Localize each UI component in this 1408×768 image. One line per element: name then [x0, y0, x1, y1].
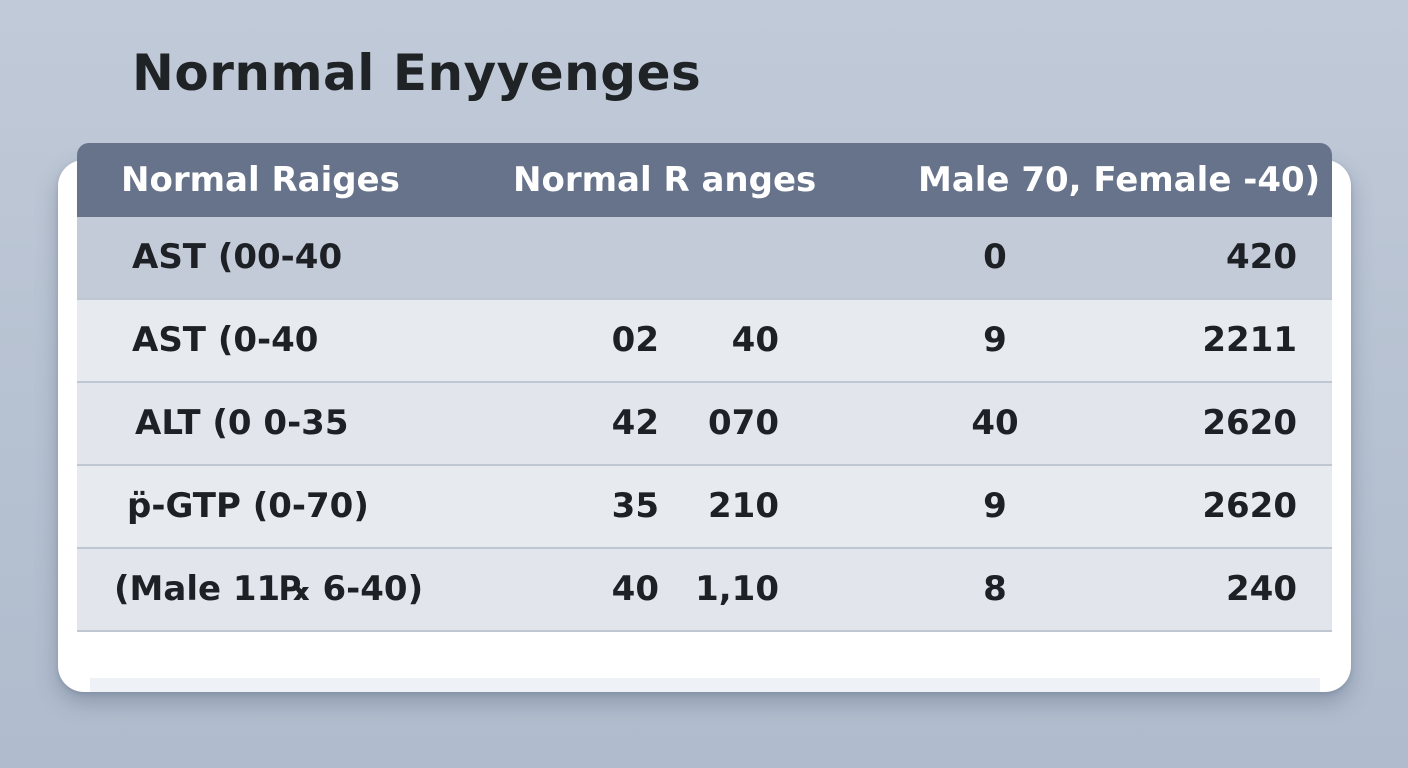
- table-row: AST (00-40 0 420: [77, 217, 1332, 300]
- table-row: ALT (0 0-35 42 070 40 2620: [77, 383, 1332, 466]
- table-cell: 2211: [1202, 320, 1297, 360]
- table-cell: 2620: [1202, 486, 1297, 526]
- table-cell: 0: [983, 237, 1007, 277]
- table-cell: 40: [731, 320, 779, 360]
- table-cell: 40: [611, 569, 659, 609]
- table-cell: 070: [708, 403, 779, 443]
- ranges-table: Normal Raiges Normal R anges Male 70, Fe…: [77, 143, 1332, 632]
- table-cell: 2620: [1202, 403, 1297, 443]
- table-cell: 1,10: [695, 569, 779, 609]
- table-cell: 210: [708, 486, 779, 526]
- row-label: (Male 11℞ 6-40): [114, 569, 424, 609]
- table-cell: 42: [611, 403, 659, 443]
- table-cell: 35: [611, 486, 659, 526]
- table-cell: 02: [611, 320, 659, 360]
- table-cell: 9: [983, 320, 1007, 360]
- table-cell: 420: [1226, 237, 1297, 277]
- card-footer: [90, 678, 1320, 692]
- table-row: (Male 11℞ 6-40) 40 1,10 8 240: [77, 549, 1332, 632]
- table-cell: 8: [983, 569, 1007, 609]
- table-row: p̈-GTP (0-70) 35 210 9 2620: [77, 466, 1332, 549]
- row-label: AST (00-40: [132, 237, 343, 277]
- table-header-row: Normal Raiges Normal R anges Male 70, Fe…: [77, 143, 1332, 217]
- row-label: p̈-GTP (0-70): [127, 486, 369, 526]
- table-row: AST (0-40 02 40 9 2211: [77, 300, 1332, 383]
- row-label: ALT (0 0-35: [135, 403, 349, 443]
- column-header: Normal R anges: [513, 160, 817, 200]
- column-header: Male 70, Female -40): [918, 160, 1321, 200]
- row-label: AST (0-40: [132, 320, 319, 360]
- column-header: Normal Raiges: [121, 160, 400, 200]
- page-title: Nornmal Enyyenges: [132, 44, 702, 102]
- table-cell: 240: [1226, 569, 1297, 609]
- table-cell: 9: [983, 486, 1007, 526]
- table-cell: 40: [971, 403, 1019, 443]
